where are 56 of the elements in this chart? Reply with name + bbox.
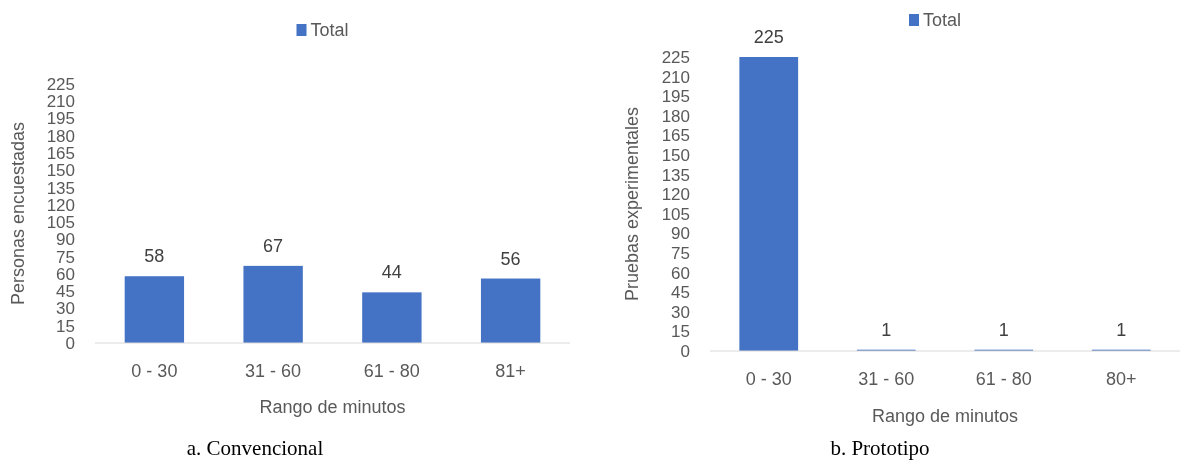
y-tick-label: 225	[46, 74, 75, 94]
y-tick-label: 135	[661, 165, 690, 185]
y-tick-label: 75	[56, 247, 75, 267]
y-tick-label: 225	[661, 47, 690, 67]
y-tick-label: 120	[661, 185, 690, 205]
x-tick-label: 81+	[495, 361, 526, 381]
y-tick-label: 15	[56, 316, 75, 336]
data-label: 1	[998, 319, 1009, 340]
y-tick-label: 105	[46, 213, 75, 233]
legend-label: Total	[923, 10, 962, 31]
y-tick-label: 165	[46, 144, 75, 164]
data-label: 225	[753, 27, 784, 47]
y-tick-label: 210	[661, 67, 690, 87]
y-tick-label: 150	[661, 145, 690, 165]
y-tick-label: 45	[671, 283, 690, 303]
y-tick-label: 60	[671, 263, 690, 283]
y-tick-label: 30	[671, 302, 690, 322]
y-tick-label: 90	[56, 230, 75, 250]
y-tick-label: 15	[671, 322, 690, 342]
data-label: 44	[381, 262, 402, 283]
x-tick-label: 0 - 30	[131, 361, 178, 381]
y-tick-label: 60	[56, 264, 75, 284]
y-tick-label: 195	[46, 109, 75, 129]
y-tick-label: 180	[46, 126, 75, 146]
text: b. Prototipo	[830, 436, 930, 460]
y-tick-label: 0	[65, 333, 75, 353]
x-tick-label: 31 - 60	[245, 361, 302, 381]
x-axis-title: Rango de minutos	[871, 406, 1019, 426]
x-tick-label: 0 - 30	[745, 369, 792, 389]
y-tick-label: 105	[661, 204, 690, 224]
y-tick-label: 120	[46, 195, 75, 215]
data-label: 1	[1116, 319, 1127, 340]
y-tick-label: 0	[680, 341, 690, 361]
y-tick-label: 45	[56, 282, 75, 302]
y-tick-label: 195	[661, 87, 690, 107]
x-tick-label: 61 - 80	[975, 369, 1032, 389]
y-tick-label: 210	[46, 92, 75, 112]
x-axis-title: Rango de minutos	[259, 397, 406, 417]
y-tick-label: 165	[661, 126, 690, 146]
legend-label: Total	[310, 20, 349, 41]
y-tick-label: 75	[671, 243, 690, 263]
data-label: 56	[500, 248, 521, 269]
y-tick-label: 150	[46, 161, 75, 181]
y-tick-label: 180	[661, 106, 690, 126]
x-tick-label: 31 - 60	[858, 369, 915, 389]
y-axis-title: Personas encuestadas	[8, 121, 28, 306]
y-tick-label: 90	[671, 224, 690, 244]
x-tick-label: 61 - 80	[363, 361, 420, 381]
data-label: 67	[263, 235, 284, 256]
y-axis-title: Pruebas experimentales	[622, 106, 642, 302]
data-label: 1	[881, 319, 892, 340]
text: a. Convencional	[186, 436, 324, 460]
y-tick-label: 30	[56, 299, 75, 319]
y-tick-label: 135	[46, 178, 75, 198]
data-label: 58	[144, 246, 165, 267]
x-tick-label: 80+	[1105, 369, 1137, 389]
